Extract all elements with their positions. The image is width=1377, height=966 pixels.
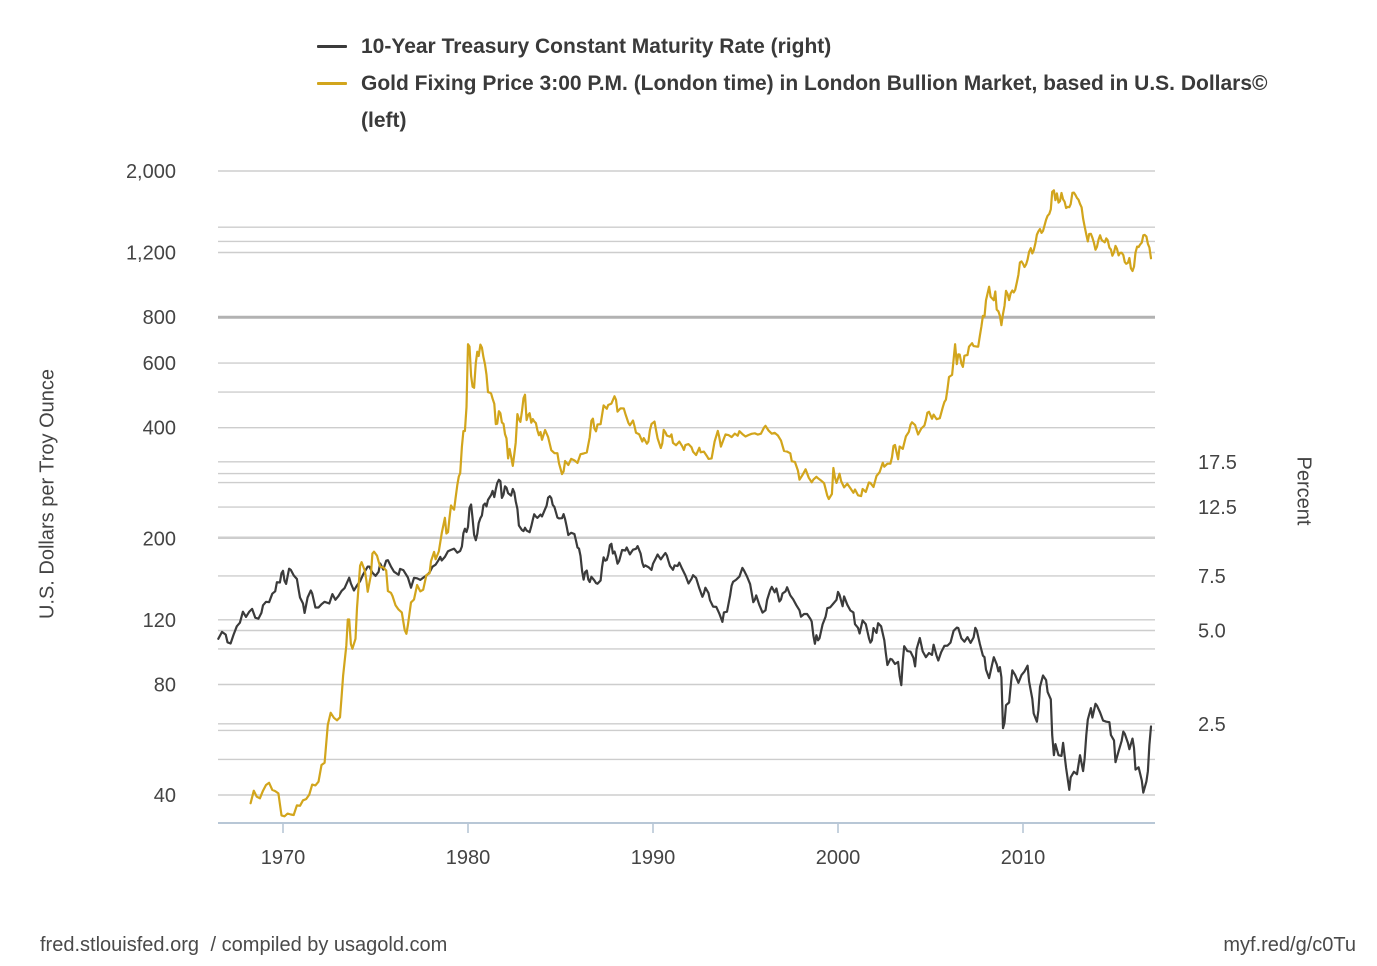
axis-tick-labels: 2,000 1,200 800 600 400 200 120 80 40 17.5 12.5 7.5…	[126, 161, 1237, 869]
left-axis-tick-label: 120	[143, 610, 176, 632]
left-axis-tick-label: 600	[143, 353, 176, 375]
left-axis-tick-label: 40	[154, 785, 176, 807]
legend-label-gold: Gold Fixing Price 3:00 P.M. (London time…	[361, 72, 1268, 132]
x-axis-tick-label: 2000	[816, 847, 861, 869]
treasury-line-swatch-icon	[317, 45, 347, 48]
left-axis-tick-label: 80	[154, 675, 176, 697]
fred-source-link[interactable]: fred.stlouisfed.org	[40, 934, 199, 956]
legend-item-treasury[interactable]: 10-Year Treasury Constant Maturity Rate …	[317, 28, 1297, 65]
gridlines	[218, 170, 1155, 796]
x-axis-tick-label: 1990	[631, 847, 676, 869]
left-axis-tick-label: 2,000	[126, 161, 176, 183]
gold-line-swatch-icon	[317, 82, 347, 85]
footer-source: fred.stlouisfed.org / compiled by usagol…	[40, 934, 447, 957]
left-axis-tick-label: 1,200	[126, 243, 176, 265]
legend-item-gold[interactable]: Gold Fixing Price 3:00 P.M. (London time…	[317, 65, 1297, 139]
right-axis-tick-label: 5.0	[1198, 621, 1226, 643]
right-axis-tick-label: 12.5	[1198, 497, 1237, 519]
x-axis-tick-label: 2010	[1001, 847, 1046, 869]
x-axis-line	[218, 822, 1155, 833]
x-axis-tick-label: 1970	[261, 847, 306, 869]
legend-label-treasury: 10-Year Treasury Constant Maturity Rate …	[361, 35, 832, 58]
right-axis-tick-label: 2.5	[1198, 714, 1226, 736]
series-lines	[217, 189, 1153, 818]
short-url-link[interactable]: myf.red/g/c0Tu	[1223, 934, 1356, 956]
legend: 10-Year Treasury Constant Maturity Rate …	[317, 28, 1297, 139]
treasury-rate-line[interactable]	[217, 478, 1153, 794]
left-axis-tick-label: 800	[143, 307, 176, 329]
left-axis-tick-label: 400	[143, 418, 176, 440]
right-axis-tick-label: 17.5	[1198, 452, 1237, 474]
right-axis-title: Percent	[1292, 456, 1315, 526]
left-axis-tick-label: 200	[143, 528, 176, 550]
right-axis-tick-label: 7.5	[1198, 566, 1226, 588]
footer-credit: / compiled by usagold.com	[210, 934, 448, 956]
left-axis-title: U.S. Dollars per Troy Ounce	[36, 368, 59, 620]
footer-short-url: myf.red/g/c0Tu	[1223, 934, 1356, 957]
x-axis-tick-label: 1980	[446, 847, 491, 869]
gold-price-line[interactable]	[249, 189, 1153, 818]
